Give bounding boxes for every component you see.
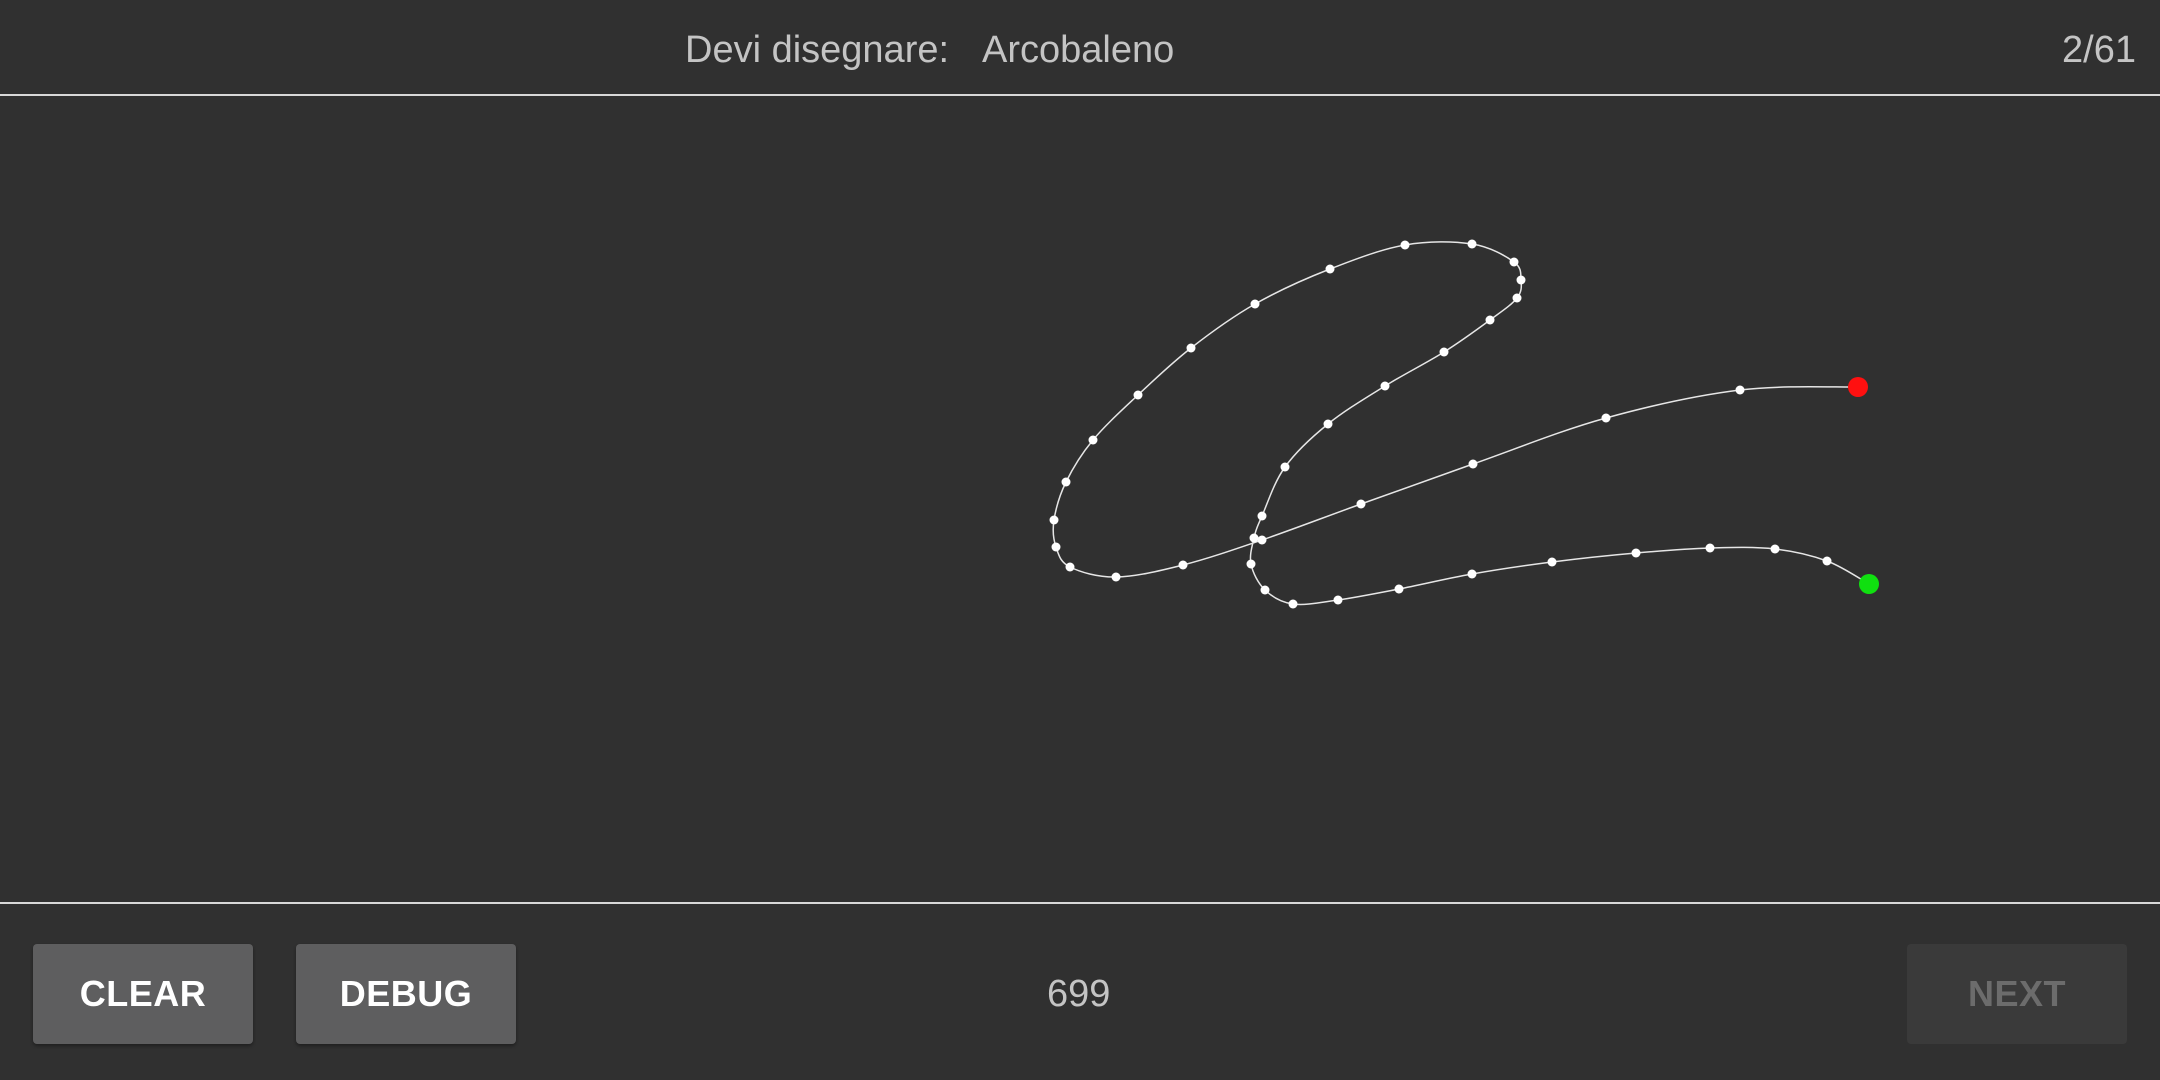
- stroke-point: [1088, 435, 1098, 445]
- prompt-label: Devi disegnare:: [685, 29, 950, 71]
- stroke-point: [1257, 511, 1267, 521]
- stroke-point: [1246, 559, 1256, 569]
- stroke-point: [1512, 293, 1522, 303]
- stroke-point: [1485, 315, 1495, 325]
- stroke-path: [1052, 241, 1870, 606]
- stroke-point: [1509, 257, 1519, 267]
- stroke-point: [1280, 462, 1290, 472]
- stroke-point: [1186, 343, 1196, 353]
- stroke-point: [1111, 572, 1121, 582]
- stroke-point: [1051, 542, 1061, 552]
- stroke-end-marker: [1848, 377, 1868, 397]
- stroke-point: [1705, 543, 1715, 553]
- stroke-point: [1468, 459, 1478, 469]
- next-button[interactable]: NEXT: [1907, 944, 2127, 1044]
- stroke-points: [1049, 239, 1832, 609]
- header-bar: Devi disegnare: Arcobaleno 2/61: [0, 0, 2160, 96]
- progress-counter: 2/61: [2062, 29, 2136, 71]
- stroke-start-marker: [1859, 574, 1879, 594]
- stroke-point: [1380, 381, 1390, 391]
- stroke-point: [1467, 239, 1477, 249]
- stroke-point: [1770, 544, 1780, 554]
- stroke-point: [1400, 240, 1410, 250]
- stroke-drawing: [1049, 239, 1879, 609]
- debug-button[interactable]: DEBUG: [296, 944, 516, 1044]
- stroke-point: [1288, 599, 1298, 609]
- stroke-point: [1601, 413, 1611, 423]
- stroke-point: [1356, 499, 1366, 509]
- stroke-point: [1325, 264, 1335, 274]
- footer-bar: CLEAR DEBUG 699 NEXT: [0, 902, 2160, 1080]
- stroke-point: [1249, 533, 1259, 543]
- stroke-point: [1257, 535, 1267, 545]
- stroke-point: [1516, 275, 1526, 285]
- stroke-point: [1439, 347, 1449, 357]
- drawing-canvas[interactable]: [0, 96, 2160, 902]
- stroke-point: [1061, 477, 1071, 487]
- stroke-point: [1065, 562, 1075, 572]
- stroke-point: [1333, 595, 1343, 605]
- stroke-point: [1547, 557, 1557, 567]
- stroke-point: [1133, 390, 1143, 400]
- stroke-point: [1250, 299, 1260, 309]
- stroke-point: [1323, 419, 1333, 429]
- stroke-point: [1394, 584, 1404, 594]
- clear-button[interactable]: CLEAR: [33, 944, 253, 1044]
- prompt-word: Arcobaleno: [982, 29, 1175, 71]
- score-value: 699: [1047, 973, 1111, 1015]
- stroke-point: [1049, 515, 1059, 525]
- stroke-point: [1822, 556, 1832, 566]
- stroke-point: [1178, 560, 1188, 570]
- stroke-point: [1735, 385, 1745, 395]
- stroke-point: [1467, 569, 1477, 579]
- stroke-point: [1260, 585, 1270, 595]
- stroke-point: [1631, 548, 1641, 558]
